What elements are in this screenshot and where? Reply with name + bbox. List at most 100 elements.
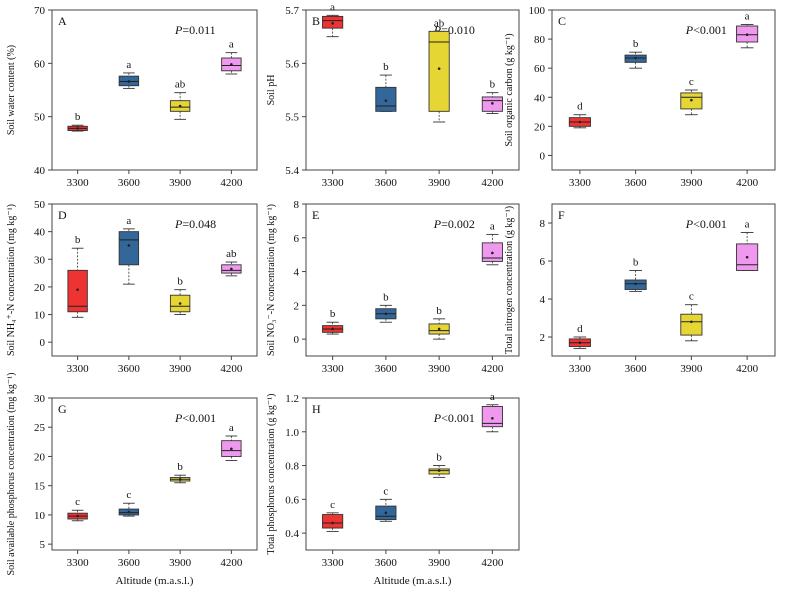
y-axis-label: Soil organic carbon (g kg⁻¹)	[504, 33, 515, 146]
box-3600: c	[375, 485, 397, 522]
x-tick-label: 3600	[375, 363, 398, 375]
y-tick-label: 20	[534, 121, 546, 133]
y-tick-label: 50	[34, 199, 46, 211]
p-statistic: <0.001	[693, 23, 727, 37]
panel-letter: H	[312, 402, 321, 416]
y-tick-label: 8	[294, 199, 300, 211]
p-symbol: P	[433, 23, 442, 37]
box-3300: a	[322, 1, 344, 38]
x-tick-label: 3300	[67, 177, 90, 189]
p-symbol: P	[433, 411, 442, 425]
x-tick-label: 4200	[220, 557, 243, 569]
box-3900: b	[169, 461, 191, 484]
x-tick-label: 3300	[322, 557, 345, 569]
x-tick-label: 3600	[118, 557, 141, 569]
box-3300: d	[568, 323, 591, 349]
p-value: P=0.048	[174, 217, 216, 231]
significance-letter: a	[229, 422, 234, 434]
box-4200: a	[481, 220, 503, 266]
y-tick-label: 30	[34, 393, 46, 405]
box-3300: b	[322, 308, 344, 335]
y-tick-label: 5.5	[285, 112, 299, 124]
box-3900: ab	[169, 79, 191, 120]
significance-letter: b	[436, 452, 442, 464]
significance-letter: b	[633, 38, 639, 50]
y-tick-label: 5.7	[285, 5, 299, 17]
plot-frame	[51, 9, 258, 171]
panel-d: 0 10 20 30 40 50 3300 3600 3900 4200 Soil NH₄⁺-N c…	[6, 199, 258, 375]
mean-dot	[127, 244, 131, 247]
box-3900: c	[680, 291, 703, 342]
significance-letter: a	[126, 59, 131, 71]
iqr-box	[118, 231, 140, 266]
mean-dot	[690, 98, 693, 102]
significance-letter: c	[383, 485, 388, 497]
p-symbol: P	[174, 217, 183, 231]
plot-frame	[305, 203, 520, 357]
box-3600: a	[118, 59, 140, 89]
x-tick-label: 3600	[375, 557, 398, 569]
p-symbol: P	[433, 217, 442, 231]
x-tick-label: 3300	[569, 363, 592, 375]
significance-letter: a	[745, 219, 750, 231]
panel-letter: D	[58, 208, 67, 222]
y-tick-label: 40	[534, 92, 546, 104]
significance-letter: a	[490, 391, 495, 403]
mean-dot	[331, 22, 334, 25]
p-value: P=0.002	[433, 217, 475, 231]
significance-letter: c	[75, 496, 80, 508]
box-3600: b	[624, 257, 647, 292]
mean-dot	[76, 127, 79, 130]
significance-letter: a	[745, 11, 750, 23]
significance-letter: c	[126, 489, 131, 501]
iqr-box	[428, 30, 450, 112]
box-3600: b	[375, 61, 397, 112]
mean-dot	[437, 67, 441, 70]
mean-dot	[578, 120, 582, 124]
mean-dot	[76, 514, 79, 518]
mean-dot	[230, 447, 233, 451]
plot-frame	[305, 9, 520, 171]
y-tick-label: 40	[34, 227, 46, 239]
x-tick-label: 3900	[680, 177, 703, 189]
box-3900: c	[680, 76, 703, 116]
p-value: P<0.001	[433, 411, 475, 425]
mean-dot	[127, 510, 131, 514]
mean-dot	[745, 33, 749, 37]
panel-letter: F	[558, 208, 565, 222]
y-tick-label: 20	[34, 282, 46, 294]
mean-dot	[437, 327, 441, 331]
box-4200: a	[221, 39, 242, 75]
box-3900: ab	[428, 17, 450, 123]
mean-dot	[491, 251, 494, 255]
significance-letter: b	[436, 305, 442, 317]
significance-letter: b	[75, 111, 81, 123]
significance-letter: b	[75, 234, 81, 246]
y-tick-label: 0	[40, 337, 46, 349]
y-axis-label: Total nitrogen concentration (g kg⁻¹)	[504, 206, 515, 354]
mean-dot	[491, 416, 494, 420]
panel-e: 0 2 4 6 8 3300 3600 3900 4200 Soil NO₃⁻-N concent…	[266, 199, 520, 375]
plot-frame	[51, 397, 258, 551]
y-tick-label: 30	[34, 254, 46, 266]
x-tick-label: 3900	[428, 557, 451, 569]
box-3600: b	[624, 38, 647, 69]
mean-dot	[178, 477, 182, 481]
y-tick-label: 20	[34, 451, 46, 463]
box-3600: c	[118, 489, 140, 517]
y-tick-label: 6	[294, 233, 300, 245]
box-4200: a	[481, 391, 503, 433]
box-4200: ab	[221, 248, 242, 277]
x-tick-label: 3300	[322, 363, 345, 375]
significance-letter: b	[330, 308, 336, 320]
x-tick-label: 3900	[428, 363, 451, 375]
significance-letter: b	[383, 291, 389, 303]
y-tick-label: 80	[534, 34, 546, 46]
panel-g: 5 10 15 20 25 30 3300 3600 3900 4200 Soil availabl…	[6, 373, 258, 587]
box-4200: a	[221, 422, 242, 462]
significance-letter: c	[689, 76, 694, 88]
x-tick-label: 3900	[428, 177, 451, 189]
mean-dot	[578, 341, 582, 345]
box-3600: a	[118, 215, 140, 285]
